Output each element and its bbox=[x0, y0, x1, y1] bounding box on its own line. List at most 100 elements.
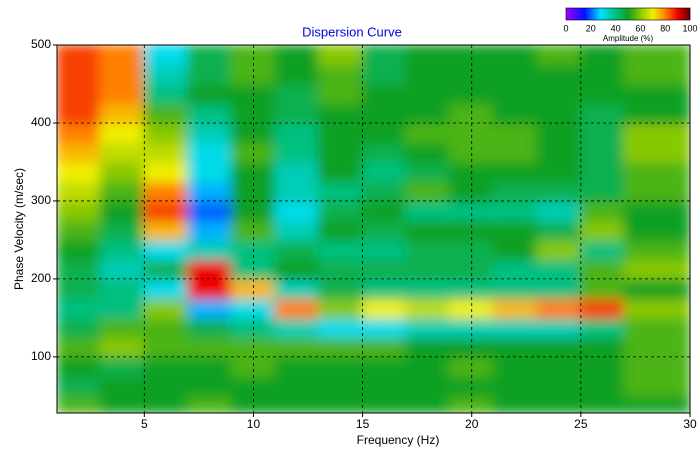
heat-cell bbox=[362, 239, 408, 260]
heat-cell bbox=[624, 239, 691, 260]
heat-cell bbox=[274, 63, 320, 84]
heat-cell bbox=[493, 44, 539, 65]
heat-cell bbox=[274, 122, 320, 143]
heat-cell bbox=[493, 161, 539, 182]
heat-cell bbox=[318, 44, 364, 65]
colorbar-tick-label: 60 bbox=[635, 23, 645, 33]
heat-cell bbox=[624, 200, 691, 221]
heat-cell bbox=[536, 375, 582, 396]
heat-cell bbox=[318, 239, 364, 260]
heat-cell bbox=[274, 180, 320, 201]
heat-cell bbox=[493, 122, 539, 143]
y-tick-label: 400 bbox=[31, 115, 51, 129]
heat-cell bbox=[274, 375, 320, 396]
heat-cell bbox=[536, 297, 582, 318]
heat-cell bbox=[318, 63, 364, 84]
heat-cell bbox=[56, 239, 102, 260]
heat-cell bbox=[187, 63, 233, 84]
heat-cell bbox=[580, 44, 626, 65]
heat-cell bbox=[143, 258, 189, 279]
heat-cell bbox=[143, 141, 189, 162]
heat-cell bbox=[493, 141, 539, 162]
colorbar-tick-label: 100 bbox=[682, 23, 697, 33]
heat-cell bbox=[318, 336, 364, 357]
heat-cell bbox=[56, 219, 102, 240]
heatmap-cells bbox=[56, 44, 691, 414]
heat-cell bbox=[405, 356, 451, 377]
heat-cell bbox=[493, 102, 539, 123]
heat-cell bbox=[580, 278, 626, 299]
heat-cell bbox=[187, 317, 233, 338]
heat-cell bbox=[580, 239, 626, 260]
colorbar-tick-label: 40 bbox=[611, 23, 621, 33]
heat-cell bbox=[536, 180, 582, 201]
y-tick-label: 100 bbox=[31, 349, 51, 363]
heat-cell bbox=[318, 375, 364, 396]
heat-cell bbox=[318, 200, 364, 221]
heat-cell bbox=[405, 375, 451, 396]
heat-cell bbox=[100, 102, 146, 123]
heat-cell bbox=[405, 180, 451, 201]
heat-cell bbox=[362, 278, 408, 299]
heat-cell bbox=[56, 161, 102, 182]
heat-cell bbox=[493, 239, 539, 260]
heat-cell bbox=[493, 356, 539, 377]
heat-cell bbox=[274, 102, 320, 123]
heat-cell bbox=[143, 317, 189, 338]
heat-cell bbox=[56, 83, 102, 104]
heat-cell bbox=[493, 317, 539, 338]
heat-cell bbox=[405, 336, 451, 357]
colorbar-tick-label: 80 bbox=[660, 23, 670, 33]
heat-cell bbox=[405, 44, 451, 65]
heat-cell bbox=[624, 317, 691, 338]
heat-cell bbox=[624, 297, 691, 318]
heat-cell bbox=[143, 297, 189, 318]
heat-cell bbox=[362, 375, 408, 396]
heat-cell bbox=[624, 258, 691, 279]
heat-cell bbox=[624, 375, 691, 396]
heat-cell bbox=[362, 356, 408, 377]
heat-cell bbox=[362, 102, 408, 123]
heat-cell bbox=[143, 278, 189, 299]
heat-cell bbox=[536, 336, 582, 357]
heat-cell bbox=[493, 258, 539, 279]
heat-cell bbox=[187, 239, 233, 260]
heat-cell bbox=[493, 375, 539, 396]
heat-cell bbox=[318, 258, 364, 279]
heat-cell bbox=[274, 141, 320, 162]
heat-cell bbox=[143, 336, 189, 357]
heat-cell bbox=[405, 317, 451, 338]
heat-cell bbox=[274, 336, 320, 357]
heat-cell bbox=[536, 122, 582, 143]
heat-cell bbox=[100, 180, 146, 201]
heat-cell bbox=[362, 317, 408, 338]
heat-cell bbox=[536, 258, 582, 279]
heat-cell bbox=[56, 44, 102, 65]
heat-cell bbox=[362, 44, 408, 65]
x-axis-label: Frequency (Hz) bbox=[357, 433, 440, 447]
heat-cell bbox=[187, 278, 233, 299]
heat-cell bbox=[56, 278, 102, 299]
heat-cell bbox=[56, 317, 102, 338]
heat-cell bbox=[100, 278, 146, 299]
heat-cell bbox=[580, 122, 626, 143]
x-tick-label: 15 bbox=[356, 417, 370, 431]
heat-cell bbox=[580, 297, 626, 318]
heat-cell bbox=[624, 141, 691, 162]
heat-cell bbox=[536, 83, 582, 104]
heat-cell bbox=[493, 63, 539, 84]
heat-cell bbox=[624, 122, 691, 143]
heat-cell bbox=[274, 161, 320, 182]
heat-cell bbox=[624, 63, 691, 84]
heat-cell bbox=[100, 258, 146, 279]
heat-cell bbox=[143, 122, 189, 143]
heat-cell bbox=[274, 83, 320, 104]
heat-cell bbox=[143, 63, 189, 84]
heat-cell bbox=[56, 122, 102, 143]
heat-cell bbox=[143, 161, 189, 182]
heat-cell bbox=[362, 395, 408, 414]
heat-cell bbox=[405, 83, 451, 104]
heat-cell bbox=[493, 278, 539, 299]
heat-cell bbox=[493, 336, 539, 357]
heat-cell bbox=[362, 83, 408, 104]
